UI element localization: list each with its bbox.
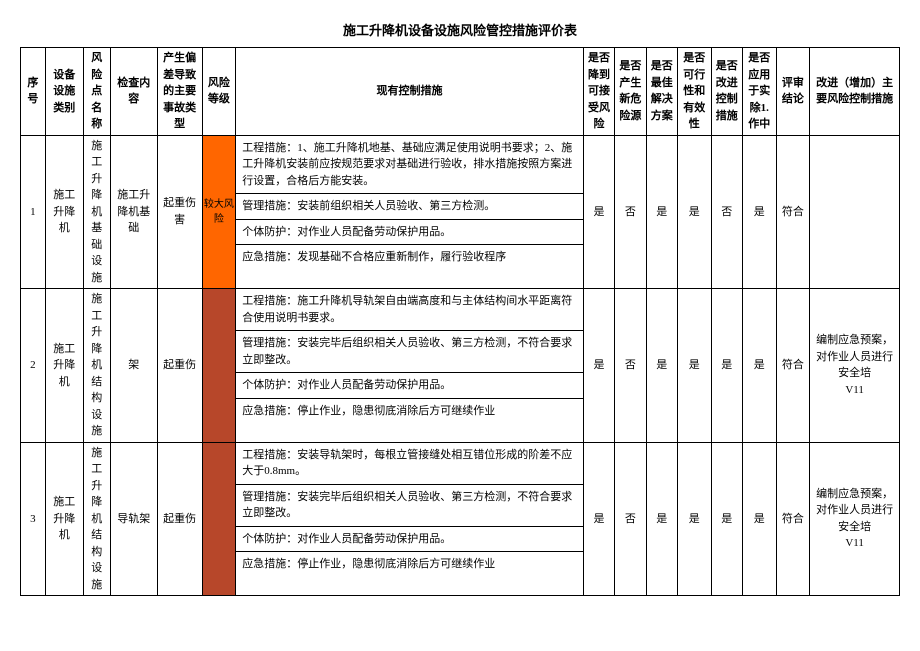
cell-q2: 否: [615, 442, 646, 596]
col-risk-level: 风险等级: [202, 48, 236, 136]
col-q-improve: 是否改进控制措施: [711, 48, 742, 136]
measure-item: 应急措施：发现基础不合格应重新制作，履行验收程序: [236, 245, 583, 270]
cell-q5: 是: [711, 289, 742, 443]
cell-improvement: [810, 135, 900, 289]
cell-risk-point: 施工升降机结构设施: [83, 289, 110, 443]
cell-seq: 2: [21, 289, 46, 443]
col-measures: 现有控制措施: [236, 48, 584, 136]
cell-q1: 是: [583, 289, 614, 443]
cell-accident-type: 起重伤: [157, 442, 202, 596]
col-q-feasible: 是否可行性和有效性: [677, 48, 711, 136]
table-header-row: 序号 设备设施类别 风险点名称 检查内容 产生偏差导致的主要事故类型 风险等级 …: [21, 48, 900, 136]
col-q-applied: 是否应用于实除1.作中: [742, 48, 776, 136]
cell-q1: 是: [583, 135, 614, 289]
measure-item: 个体防护：对作业人员配备劳动保护用品。: [236, 373, 583, 399]
cell-q6: 是: [742, 442, 776, 596]
page-title: 施工升降机设备设施风险管控措施评价表: [20, 20, 900, 39]
cell-equip-cat: 施工升降机: [45, 135, 83, 289]
risk-evaluation-table: 序号 设备设施类别 风险点名称 检查内容 产生偏差导致的主要事故类型 风险等级 …: [20, 47, 900, 596]
table-row: 3施工升降机施工升降机结构设施导轨架起重伤工程措施：安装导轨架时，每根立管接缝处…: [21, 442, 900, 596]
cell-q4: 是: [677, 135, 711, 289]
cell-q3: 是: [646, 289, 677, 443]
cell-equip-cat: 施工升降机: [45, 289, 83, 443]
measure-item: 工程措施：施工升降机导轨架自由端高度和与主体结构间水平距离符合使用说明书要求。: [236, 289, 583, 331]
cell-accident-type: 起重伤: [157, 289, 202, 443]
table-row: 2施工升降机施工升降机结构设施架起重伤工程措施：施工升降机导轨架自由端高度和与主…: [21, 289, 900, 443]
cell-improvement: 编制应急预案，对作业人员进行安全培 V11: [810, 442, 900, 596]
measure-item: 管理措施：安装前组织相关人员验收、第三方检测。: [236, 194, 583, 220]
measure-item: 个体防护：对作业人员配备劳动保护用品。: [236, 526, 583, 552]
cell-check-content: 导轨架: [110, 442, 157, 596]
cell-q1: 是: [583, 442, 614, 596]
col-conclusion: 评审结论: [776, 48, 810, 136]
cell-risk-level: [202, 442, 236, 596]
col-equip-cat: 设备设施类别: [45, 48, 83, 136]
cell-check-content: 施工升降机基础: [110, 135, 157, 289]
cell-q2: 否: [615, 135, 646, 289]
measure-item: 个体防护：对作业人员配备劳动保护用品。: [236, 219, 583, 245]
cell-seq: 1: [21, 135, 46, 289]
col-seq: 序号: [21, 48, 46, 136]
cell-measures: 工程措施：1、施工升降机地基、基础应满足使用说明书要求；2、施工升降机安装前应按…: [236, 135, 584, 289]
cell-accident-type: 起重伤害: [157, 135, 202, 289]
col-risk-point: 风险点名称: [83, 48, 110, 136]
cell-q5: 否: [711, 135, 742, 289]
cell-measures: 工程措施：施工升降机导轨架自由端高度和与主体结构间水平距离符合使用说明书要求。管…: [236, 289, 584, 443]
cell-measures: 工程措施：安装导轨架时，每根立管接缝处相互错位形成的阶差不应大于0.8mm。管理…: [236, 442, 584, 596]
measure-item: 工程措施：1、施工升降机地基、基础应满足使用说明书要求；2、施工升降机安装前应按…: [236, 136, 583, 194]
measure-item: 工程措施：安装导轨架时，每根立管接缝处相互错位形成的阶差不应大于0.8mm。: [236, 443, 583, 485]
col-q-newhazard: 是否产生新危险源: [615, 48, 646, 136]
cell-q4: 是: [677, 289, 711, 443]
cell-q5: 是: [711, 442, 742, 596]
cell-q4: 是: [677, 442, 711, 596]
cell-seq: 3: [21, 442, 46, 596]
measure-item: 管理措施：安装完毕后组织相关人员验收、第三方检测，不符合要求立即整改。: [236, 331, 583, 373]
cell-risk-level: [202, 289, 236, 443]
cell-q3: 是: [646, 135, 677, 289]
cell-q6: 是: [742, 289, 776, 443]
cell-risk-point: 施工升降机基础设施: [83, 135, 110, 289]
cell-conclusion: 符合: [776, 442, 810, 596]
cell-improvement: 编制应急预案，对作业人员进行安全培 V11: [810, 289, 900, 443]
col-check: 检查内容: [110, 48, 157, 136]
cell-check-content: 架: [110, 289, 157, 443]
cell-q6: 是: [742, 135, 776, 289]
table-row: 1施工升降机施工升降机基础设施施工升降机基础起重伤害较大风险工程措施：1、施工升…: [21, 135, 900, 289]
col-q-acceptable: 是否降到可接受风险: [583, 48, 614, 136]
cell-equip-cat: 施工升降机: [45, 442, 83, 596]
cell-risk-level: 较大风险: [202, 135, 236, 289]
cell-conclusion: 符合: [776, 135, 810, 289]
measure-item: 应急措施：停止作业，隐患彻底消除后方可继续作业: [236, 552, 583, 577]
col-improvement: 改进（增加）主要风险控制措施: [810, 48, 900, 136]
cell-q2: 否: [615, 289, 646, 443]
cell-q3: 是: [646, 442, 677, 596]
measure-item: 管理措施：安装完毕后组织相关人员验收、第三方检测，不符合要求立即整改。: [236, 484, 583, 526]
cell-risk-point: 施工升降机结构设施: [83, 442, 110, 596]
col-accident: 产生偏差导致的主要事故类型: [157, 48, 202, 136]
cell-conclusion: 符合: [776, 289, 810, 443]
col-q-bestsol: 是否最佳解决方案: [646, 48, 677, 136]
measure-item: 应急措施：停止作业，隐患彻底消除后方可继续作业: [236, 398, 583, 423]
